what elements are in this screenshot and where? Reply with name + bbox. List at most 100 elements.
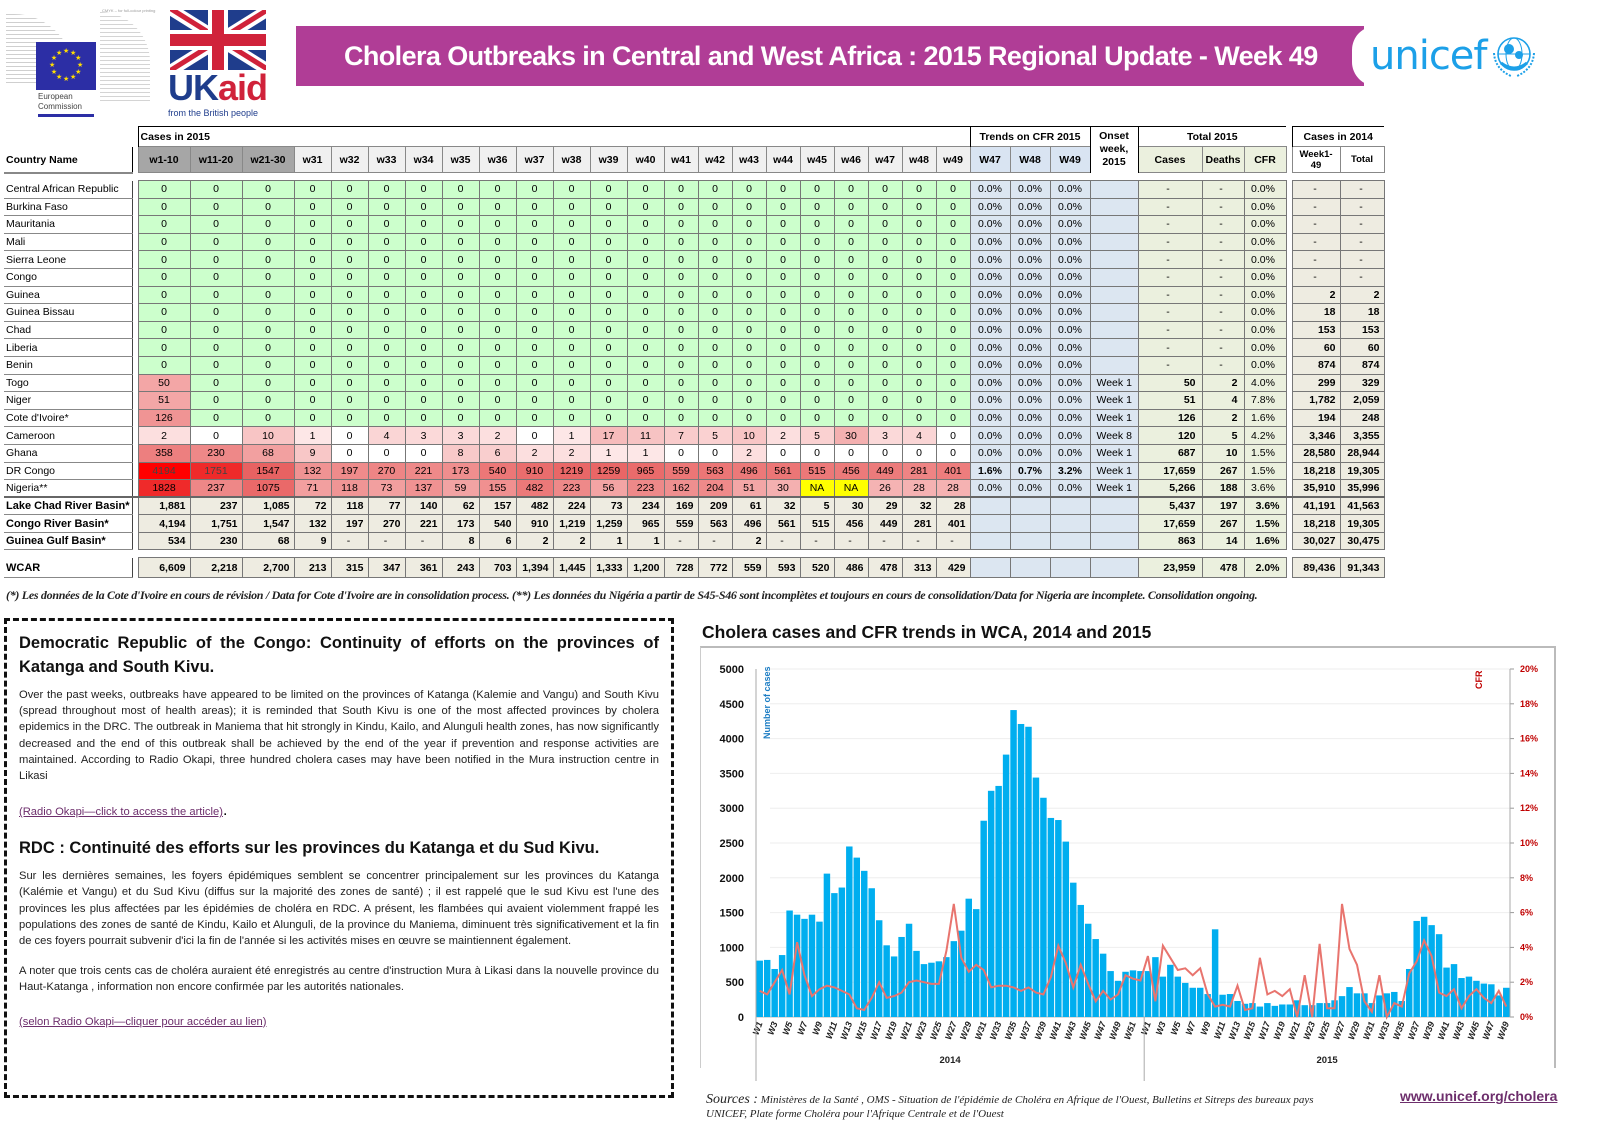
total-2015-column-header: Deaths xyxy=(1201,146,1245,173)
unicef-cholera-link[interactable]: www.unicef.org/cholera xyxy=(1400,1088,1558,1104)
week-cases-cell: 0 xyxy=(626,267,665,287)
x-tick-label: W43 xyxy=(1062,1020,1078,1041)
x-tick-label: W21 xyxy=(1286,1020,1302,1041)
total-deaths-cell: - xyxy=(1201,215,1245,234)
cfr-trend-cell: 0.0% xyxy=(1009,303,1051,322)
case-bar xyxy=(920,964,928,1017)
cfr-trend-cell: 0.0% xyxy=(1009,197,1051,217)
week-cases-cell: 1 xyxy=(626,443,665,463)
week-cases-cell: 0 xyxy=(404,320,443,340)
week-cases-cell: 0 xyxy=(241,250,295,269)
week-cases-cell: 0 xyxy=(478,408,517,428)
country-name: Benin xyxy=(4,356,133,375)
year-label-2014: 2014 xyxy=(940,1055,962,1066)
region-week-cases-cell: 313 xyxy=(901,557,937,579)
x-tick-label: W5 xyxy=(1169,1019,1183,1036)
cfr-trend-cell: 0.0% xyxy=(1009,391,1051,410)
y-tick-label: 1500 xyxy=(720,908,744,920)
week-cases-cell: 0 xyxy=(367,250,406,269)
week-cases-cell: 0 xyxy=(404,250,443,269)
week-cases-cell: 0 xyxy=(367,267,406,287)
week-cases-cell: 0 xyxy=(663,250,699,269)
case-bar xyxy=(1114,980,1122,1017)
week-cases-cell: 0 xyxy=(731,285,767,305)
country-row: Cote d'Ivoire* 126 0 0 0 0 0 0 0 0 0 0 0 0 0 0 0 0 0 0 0 0 0 0.… xyxy=(4,408,1385,428)
gap-cell xyxy=(132,215,138,234)
week-cases-cell: 0 xyxy=(330,232,369,252)
week-cases-cell: 0 xyxy=(833,215,869,234)
total-cfr-cell: 0.0% xyxy=(1243,285,1287,305)
week-cases-cell: 0 xyxy=(697,232,733,252)
cfr-trend-cell xyxy=(1049,514,1091,533)
week-cases-cell: 0 xyxy=(626,373,665,393)
week-cases-cell: 0 xyxy=(137,250,191,269)
week-cases-cell: 0 xyxy=(515,250,554,269)
week-cases-cell: 0 xyxy=(731,338,767,357)
week-cases-cell: 0 xyxy=(765,197,801,217)
week-cases-cell: 0 xyxy=(697,285,733,305)
case-bar xyxy=(1107,971,1114,1017)
week-cases-cell: 0 xyxy=(663,303,699,322)
case-bar xyxy=(1032,777,1040,1017)
total-cfr-cell: 4.2% xyxy=(1243,426,1287,445)
country-row: Nigeria** 1828 237 1075 71 118 73 137 59 155 482 22… xyxy=(4,479,1385,498)
week-cases-cell: 0 xyxy=(241,180,295,199)
week-cases-cell: 0 xyxy=(935,303,971,322)
case-bar xyxy=(1338,996,1346,1017)
onset-week-cell xyxy=(1089,215,1139,234)
x-tick-label: W35 xyxy=(1003,1019,1019,1041)
case-bar xyxy=(958,930,965,1017)
total-deaths-cell: - xyxy=(1201,180,1245,199)
ukaid-logo: UKaid from the British people xyxy=(168,10,268,120)
week-cases-cell: 0 xyxy=(833,443,869,463)
week-cases-cell: 0 xyxy=(765,408,801,428)
week-cases-cell: 0 xyxy=(901,320,937,340)
case-bar xyxy=(1055,820,1062,1017)
week-cases-cell: 0 xyxy=(404,443,443,463)
total-cfr-cell: 0.0% xyxy=(1243,267,1287,287)
case-bar xyxy=(1353,993,1361,1017)
week-cases-cell: 0 xyxy=(478,180,517,199)
country-name: Central African Republic xyxy=(4,180,133,199)
cfr-trend-cell: 0.0% xyxy=(1049,408,1091,428)
x-tick-label: W15 xyxy=(853,1019,869,1041)
ec-logo-text-1: European xyxy=(38,92,73,101)
week-cases-cell: 0 xyxy=(367,373,406,393)
region-week-cases-cell: - xyxy=(404,531,443,551)
country-row: Ghana 358 230 68 9 0 0 0 8 6 2 2 1 1 0 0 2 0 0 0 0 0 0 0.0% 0.0%… xyxy=(4,443,1385,463)
case-bar xyxy=(1219,994,1226,1017)
cases-2014-total-cell: 19,305 xyxy=(1339,461,1385,481)
week-cases-cell: 0 xyxy=(515,408,554,428)
week-cases-cell: 173 xyxy=(441,461,480,481)
total-cases-cell: - xyxy=(1137,267,1203,287)
week-cases-cell: 0 xyxy=(441,215,480,234)
week-cases-cell: 28 xyxy=(901,479,937,498)
radio-okapi-link-en[interactable]: (Radio Okapi—click to access the article… xyxy=(19,806,223,819)
week-cases-cell: 0 xyxy=(935,215,971,234)
cases-2014-column-header: Total xyxy=(1339,146,1385,173)
week-cases-cell: 0 xyxy=(765,373,801,393)
week-cases-cell: 56 xyxy=(589,479,628,498)
x-tick-label: W3 xyxy=(766,1020,780,1036)
week-cases-cell: 51 xyxy=(731,479,767,498)
week-cases-cell: 0 xyxy=(901,391,937,410)
week-cases-cell: 0 xyxy=(765,232,801,252)
x-tick-label: W33 xyxy=(1376,1020,1392,1041)
week-cases-cell: 0 xyxy=(799,285,835,305)
y2-tick-label: 0% xyxy=(1520,1012,1533,1022)
week-cases-cell: 0 xyxy=(935,408,971,428)
gap-cell xyxy=(132,338,138,357)
week-cases-cell: 0 xyxy=(765,355,801,375)
week-cases-cell: 0 xyxy=(901,303,937,322)
cases-2014-week-cell: 30,027 xyxy=(1291,531,1341,551)
week-cases-cell: 6 xyxy=(478,443,517,463)
radio-okapi-link-fr[interactable]: (selon Radio Okapi—cliquer pour accéder … xyxy=(19,1015,267,1028)
region-week-cases-cell: 559 xyxy=(731,557,767,579)
x-tick-label: W41 xyxy=(1047,1020,1063,1041)
region-week-cases-cell: - xyxy=(367,531,406,551)
week-cases-cell: 0 xyxy=(515,232,554,252)
x-tick-label: W1 xyxy=(1139,1020,1153,1036)
onset-week-cell xyxy=(1089,197,1139,217)
onset-week-cell xyxy=(1089,232,1139,252)
region-name: Lake Chad River Basin* xyxy=(4,496,133,516)
